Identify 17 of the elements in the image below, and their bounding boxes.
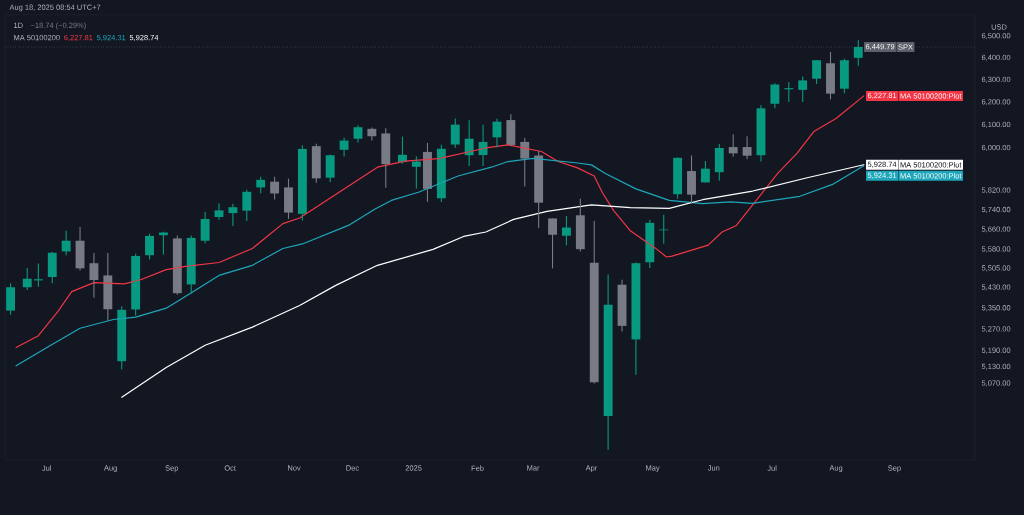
candlestick bbox=[450, 117, 460, 149]
candlestick bbox=[826, 51, 835, 101]
candlestick bbox=[589, 220, 599, 385]
line-series bbox=[15, 157, 865, 367]
candlestick bbox=[812, 59, 822, 85]
candlestick bbox=[853, 39, 863, 67]
candlestick bbox=[839, 58, 849, 94]
candlestick bbox=[687, 154, 696, 204]
candlestick bbox=[297, 144, 307, 221]
candlestick bbox=[798, 75, 808, 103]
candlestick bbox=[6, 282, 16, 316]
candlestick bbox=[381, 127, 391, 189]
candlestick bbox=[242, 189, 252, 222]
candlestick bbox=[284, 178, 293, 220]
candlestick bbox=[575, 198, 585, 252]
candlestick bbox=[325, 153, 335, 183]
candlestick bbox=[548, 217, 557, 269]
